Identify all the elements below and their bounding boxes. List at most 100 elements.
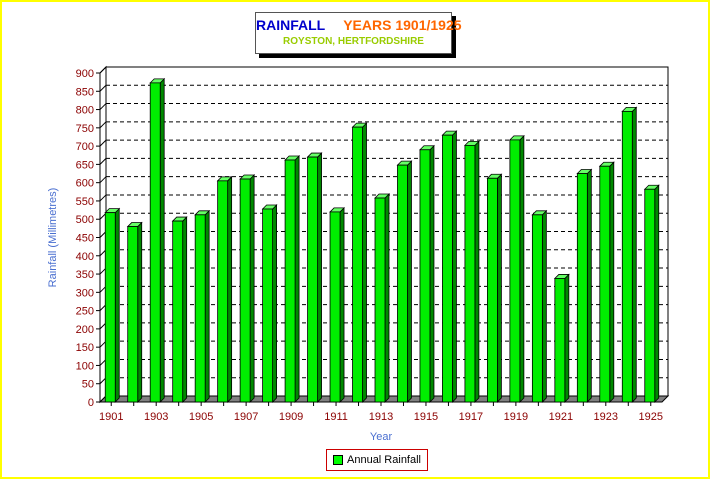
y-tick-label: 100: [76, 360, 94, 372]
bar-side: [654, 184, 660, 403]
bar-1907: [239, 178, 251, 403]
x-tick-label: 1925: [639, 411, 663, 423]
bar-side: [519, 134, 525, 403]
bar-side: [317, 152, 322, 403]
bar-side: [407, 160, 412, 403]
bar-1909: [284, 159, 296, 403]
bar-side: [339, 206, 345, 403]
bar-side: [609, 161, 615, 403]
chart-title-years: YEARS 1901/1925: [343, 17, 462, 33]
y-tick-label: 650: [76, 159, 94, 171]
bar-side: [496, 173, 502, 403]
y-tick-label: 250: [76, 306, 94, 318]
x-tick-label: 1901: [99, 411, 123, 423]
legend-swatch-annual-rainfall: [333, 455, 343, 465]
bar-side: [586, 168, 592, 403]
x-tick-label: 1913: [369, 411, 393, 423]
y-tick-label: 450: [76, 233, 94, 245]
bar-1910: [307, 156, 318, 403]
y-tick-label: 550: [76, 196, 94, 208]
bar-1924: [621, 110, 633, 403]
gridline-wall: [99, 194, 107, 202]
bar-side: [474, 140, 480, 403]
bar-1920: [531, 214, 543, 403]
bar-1905: [194, 214, 206, 403]
bar-side: [452, 130, 457, 403]
bar-side: [294, 155, 300, 403]
bar-1925: [644, 188, 656, 403]
x-tick-label: 1903: [144, 411, 168, 423]
bar-side: [114, 207, 120, 403]
y-tick-label: 350: [76, 269, 94, 281]
y-tick-label: 800: [76, 105, 94, 117]
x-tick-label: 1905: [189, 411, 213, 423]
bar-side: [227, 175, 233, 403]
bar-side: [204, 209, 210, 403]
gridline-wall: [99, 121, 107, 129]
bar-1918: [486, 177, 498, 403]
y-tick-label: 750: [76, 123, 94, 135]
bar-1914: [397, 164, 408, 403]
x-axis-title: Year: [370, 431, 393, 443]
y-tick-label: 600: [76, 178, 94, 190]
gridline-wall: [99, 84, 107, 92]
bar-side: [182, 216, 188, 403]
bar-1906: [217, 180, 229, 403]
bar-1921: [554, 278, 566, 403]
x-tick-label: 1909: [279, 411, 303, 423]
chart-title-rainfall: RAINFALL: [256, 17, 326, 33]
bar-1903: [149, 82, 161, 403]
bar-1912: [352, 126, 363, 403]
bar-1922: [576, 173, 588, 403]
y-tick-label: 200: [76, 324, 94, 336]
y-tick-label: 700: [76, 141, 94, 153]
x-tick-label: 1915: [414, 411, 438, 423]
y-tick-label: 0: [88, 397, 94, 409]
bar-1923: [599, 165, 611, 403]
bar-side: [564, 273, 570, 403]
gridline-wall: [99, 66, 107, 74]
legend: Annual Rainfall: [326, 449, 428, 471]
y-tick-label: 400: [76, 251, 94, 263]
y-tick-label: 900: [76, 68, 94, 80]
legend-label-annual-rainfall: Annual Rainfall: [347, 454, 421, 466]
bar-side: [384, 193, 390, 403]
bar-1901: [104, 212, 116, 403]
y-tick-label: 500: [76, 214, 94, 226]
chart-title-box: RAINFALL YEARS 1901/1925 ROYSTON, HERTFOR…: [255, 12, 462, 54]
gridline-wall: [99, 176, 107, 184]
gridline-wall: [99, 139, 107, 147]
bar-1908: [262, 208, 274, 403]
bar-side: [159, 77, 165, 403]
x-tick-label: 1923: [594, 411, 618, 423]
y-tick-label: 300: [76, 287, 94, 299]
bar-side: [249, 174, 255, 403]
bar-1913: [374, 197, 386, 403]
bar-1915: [419, 149, 431, 403]
bar-side: [541, 209, 547, 403]
bar-side: [272, 204, 278, 403]
y-tick-label: 850: [76, 86, 94, 98]
y-tick-label: 150: [76, 342, 94, 354]
x-tick-label: 1917: [459, 411, 483, 423]
bar-1902: [127, 226, 139, 403]
y-axis-title: Rainfall (Millimetres): [47, 188, 59, 288]
bar-1916: [442, 134, 453, 403]
x-tick-label: 1919: [504, 411, 528, 423]
bar-side: [137, 221, 143, 403]
bar-side: [429, 144, 435, 403]
bar-1904: [172, 220, 184, 403]
bar-1917: [464, 144, 476, 403]
bar-side: [362, 122, 367, 403]
gridline-wall: [99, 103, 107, 110]
chart-subtitle: ROYSTON, HERTFORDSHIRE: [283, 36, 424, 47]
chart-title: RAINFALL YEARS 1901/1925: [256, 17, 462, 33]
bar-1919: [509, 139, 521, 403]
bar-1911: [329, 211, 341, 403]
gridline-wall: [99, 158, 107, 165]
x-tick-label: 1907: [234, 411, 258, 423]
y-tick-label: 50: [82, 379, 94, 391]
x-tick-label: 1911: [324, 411, 348, 423]
x-tick-label: 1921: [549, 411, 573, 423]
